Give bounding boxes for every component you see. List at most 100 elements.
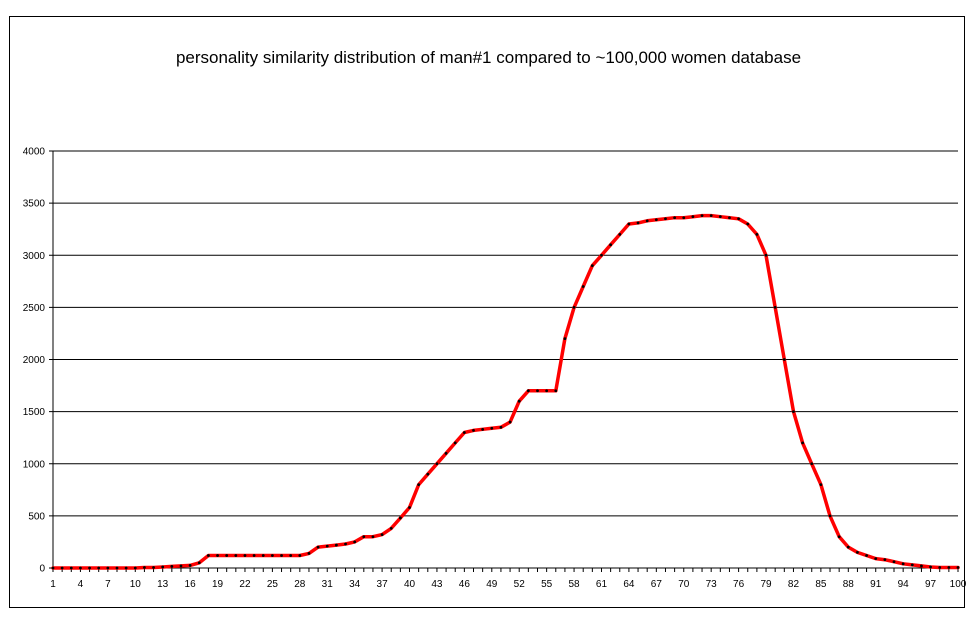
x-tick-label: 1 [50, 579, 56, 590]
y-tick-label: 0 [39, 564, 45, 575]
data-point [179, 564, 183, 568]
data-point [225, 554, 229, 557]
data-point [398, 516, 402, 520]
x-tick-label: 10 [130, 579, 142, 590]
data-point [956, 566, 960, 569]
data-point [801, 441, 804, 445]
data-point [581, 285, 585, 288]
data-point [846, 545, 850, 549]
data-point [865, 554, 868, 557]
y-tick-label: 3000 [23, 251, 46, 262]
data-point [389, 526, 393, 530]
x-tick-label: 37 [377, 579, 389, 590]
data-point [609, 243, 613, 247]
x-tick-label: 25 [267, 579, 279, 590]
data-point [51, 566, 55, 570]
x-tick-label: 7 [105, 579, 111, 590]
data-point [517, 399, 521, 403]
x-tick-label: 100 [950, 579, 967, 590]
data-point [280, 554, 283, 557]
data-point [709, 214, 713, 218]
data-point [728, 216, 731, 220]
data-point [782, 358, 786, 361]
data-point [645, 219, 649, 223]
data-point [334, 543, 338, 547]
chart-title: personality similarity distribution of m… [175, 48, 802, 67]
data-point [97, 566, 101, 570]
data-point [536, 389, 539, 393]
x-tick-label: 22 [239, 579, 251, 590]
data-point [810, 462, 814, 466]
data-point [408, 506, 411, 509]
data-point [920, 564, 923, 568]
chart-frame [9, 16, 965, 608]
y-tick-label: 4000 [23, 147, 46, 158]
x-tick-label: 19 [212, 579, 224, 590]
data-point [353, 540, 357, 544]
x-tick-label: 88 [843, 579, 855, 590]
x-tick-label: 43 [431, 579, 443, 590]
data-point [718, 215, 722, 219]
data-point [792, 410, 795, 414]
data-point [60, 566, 64, 570]
data-point [664, 217, 667, 221]
x-tick-label: 70 [678, 579, 690, 590]
data-point [371, 535, 375, 539]
data-point [380, 533, 384, 537]
data-point [170, 565, 174, 568]
data-point [526, 389, 530, 393]
data-point [618, 233, 622, 236]
x-tick-label: 97 [925, 579, 937, 590]
x-tick-label: 61 [596, 579, 608, 590]
y-tick-label: 3500 [23, 199, 46, 210]
data-point [252, 554, 256, 557]
data-point [654, 218, 658, 222]
x-tick-label: 16 [185, 579, 197, 590]
x-tick-label: 4 [78, 579, 84, 590]
data-point [316, 545, 320, 549]
data-point [746, 222, 750, 226]
data-point [828, 514, 832, 518]
data-point [901, 562, 905, 566]
y-tick-label: 2000 [23, 355, 46, 366]
data-point [892, 560, 896, 564]
data-point [261, 554, 265, 557]
data-point [947, 566, 951, 569]
data-point [124, 566, 128, 570]
data-point [490, 426, 494, 430]
data-point [234, 554, 238, 557]
x-tick-label: 79 [760, 579, 772, 590]
x-tick-label: 40 [404, 579, 416, 590]
data-point [106, 566, 110, 570]
axes [49, 150, 959, 572]
gridlines [53, 150, 958, 517]
data-point [883, 558, 887, 562]
data-point [152, 566, 155, 569]
data-point [453, 441, 457, 445]
data-point [143, 566, 146, 569]
x-tick-label: 64 [623, 579, 635, 590]
data-point [910, 563, 914, 567]
data-point [307, 552, 311, 555]
x-tick-label: 76 [733, 579, 745, 590]
data-point [115, 566, 119, 570]
data-point [435, 462, 439, 466]
data-point [417, 483, 421, 486]
data-point [161, 565, 165, 569]
x-tick-label: 85 [815, 579, 827, 590]
x-tick-label: 34 [349, 579, 361, 590]
data-point [362, 535, 366, 539]
x-tick-label: 82 [788, 579, 800, 590]
y-tick-label: 500 [28, 511, 45, 522]
data-point [938, 566, 942, 569]
data-point [289, 554, 293, 557]
data-point [243, 554, 247, 557]
data-point [737, 217, 741, 221]
series-line [51, 213, 960, 570]
data-point [197, 561, 201, 565]
x-tick-label: 55 [541, 579, 553, 590]
data-point [700, 214, 704, 218]
data-point [426, 472, 430, 476]
data-point [590, 264, 594, 268]
